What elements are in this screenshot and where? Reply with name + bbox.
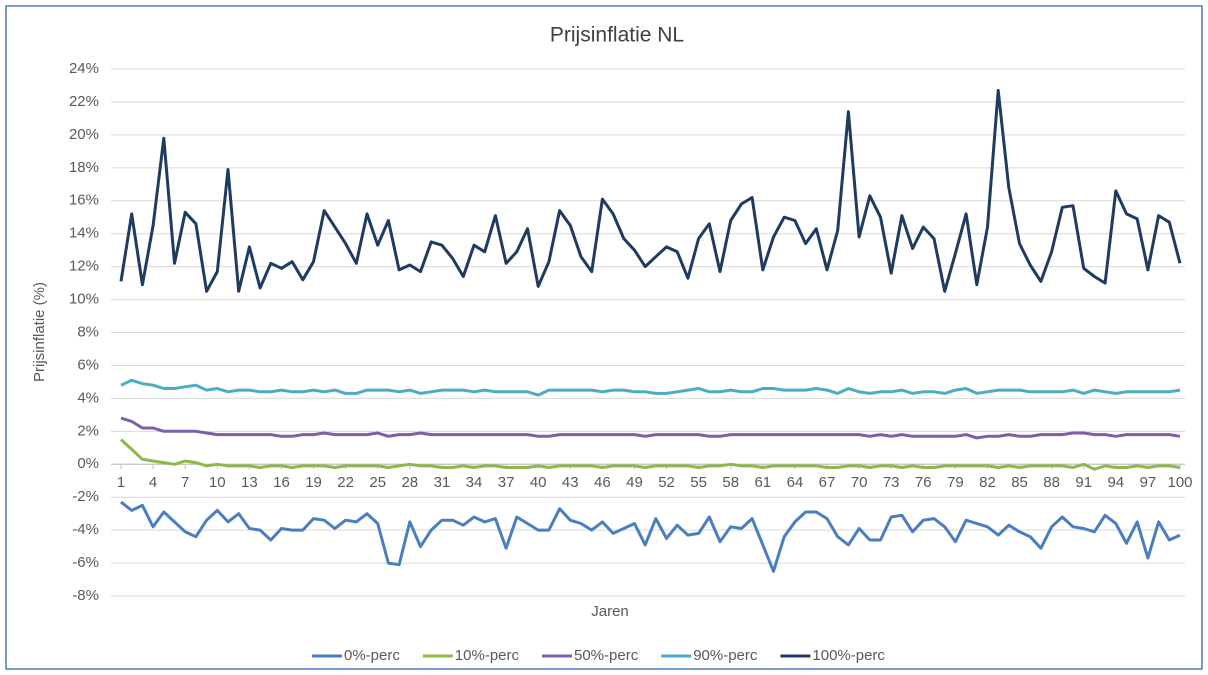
x-tick-label: 31 [434,474,451,491]
x-tick-label: 49 [626,474,643,491]
y-tick-label: 2% [77,422,99,439]
x-tick-label: 28 [401,474,418,491]
y-tick-label: 18% [69,159,99,176]
legend-label: 100%-perc [812,647,885,664]
x-tick-label: 88 [1043,474,1060,491]
x-tick-label: 67 [819,474,836,491]
x-tick-label: 1 [117,474,125,491]
legend-label: 0%-perc [344,647,400,664]
y-tick-label: 8% [77,323,99,340]
x-tick-label: 82 [979,474,996,491]
series-line [119,438,1181,471]
y-tick-label: 12% [69,258,99,275]
x-tick-label: 19 [305,474,322,491]
y-tick-label: 22% [69,93,99,110]
series-line [120,378,1181,397]
y-tick-label: 20% [69,126,99,143]
series-line [119,88,1182,293]
series-line [120,500,1181,573]
series-line [120,416,1181,440]
y-axis-title: Prijsinflatie (%) [31,282,48,382]
x-tick-label: 55 [690,474,707,491]
chart-border [5,5,1203,670]
x-tick-label: 58 [722,474,739,491]
y-tick-label: 14% [69,225,99,242]
x-tick-label: 79 [947,474,964,491]
y-tick-label: -2% [72,488,99,505]
x-tick-label: 10 [209,474,226,491]
x-axis-title: Jaren [591,603,629,620]
y-tick-label: -4% [72,521,99,538]
x-tick-label: 70 [851,474,868,491]
y-tick-label: 10% [69,291,99,308]
legend-label: 90%-perc [693,647,758,664]
x-tick-label: 73 [883,474,900,491]
y-tick-label: -6% [72,554,99,571]
x-tick-label: 25 [369,474,386,491]
x-tick-label: 46 [594,474,611,491]
x-tick-label: 37 [498,474,515,491]
x-tick-label: 76 [915,474,932,491]
x-tick-label: 97 [1140,474,1157,491]
x-tick-label: 61 [754,474,771,491]
x-tick-label: 7 [181,474,189,491]
x-tick-label: 13 [241,474,258,491]
x-tick-label: 22 [337,474,354,491]
y-tick-label: 0% [77,455,99,472]
x-tick-label: 100 [1167,474,1192,491]
y-tick-label: 24% [69,60,99,77]
x-tick-label: 34 [466,474,483,491]
x-tick-label: 43 [562,474,579,491]
y-tick-label: 16% [69,192,99,209]
x-tick-label: 4 [149,474,157,491]
x-tick-label: 85 [1011,474,1028,491]
legend-label: 10%-perc [455,647,520,664]
y-tick-label: 6% [77,356,99,373]
y-tick-label: -8% [72,587,99,604]
x-tick-label: 64 [787,474,804,491]
x-tick-label: 94 [1107,474,1124,491]
x-tick-label: 91 [1075,474,1092,491]
y-tick-label: 4% [77,389,99,406]
chart-title: Prijsinflatie NL [550,24,684,47]
x-tick-label: 52 [658,474,675,491]
legend-label: 50%-perc [574,647,639,664]
x-tick-label: 40 [530,474,547,491]
x-tick-label: 16 [273,474,290,491]
